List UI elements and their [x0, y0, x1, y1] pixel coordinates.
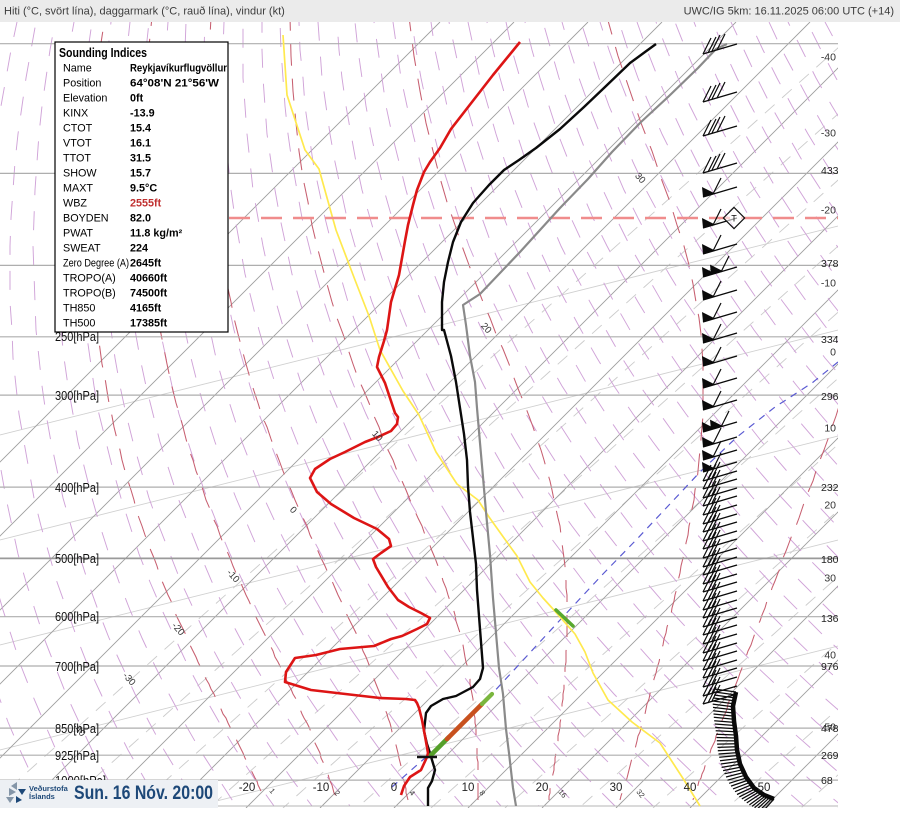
svg-text:Zero Degree (A): Zero Degree (A) [63, 258, 129, 270]
svg-text:SWEAT: SWEAT [63, 243, 101, 255]
svg-text:BOYDEN: BOYDEN [63, 213, 109, 225]
svg-text:UWC/IG 5km: 16.11.2025 06:00 U: UWC/IG 5km: 16.11.2025 06:00 UTC (+14) [684, 6, 894, 18]
svg-text:269: 269 [821, 750, 839, 762]
svg-text:500[hPa]: 500[hPa] [55, 552, 99, 566]
svg-text:10: 10 [824, 423, 836, 435]
svg-text:30: 30 [824, 573, 836, 585]
svg-text:WBZ: WBZ [63, 198, 87, 210]
svg-text:TTOT: TTOT [63, 153, 91, 165]
svg-text:Name: Name [63, 63, 92, 75]
svg-text:Position: Position [63, 78, 101, 90]
svg-text:TH500: TH500 [63, 318, 95, 330]
svg-text:15.4: 15.4 [130, 123, 151, 135]
svg-text:976: 976 [821, 661, 839, 673]
svg-text:9.5°C: 9.5°C [130, 183, 157, 195]
svg-text:68: 68 [821, 775, 833, 787]
svg-text:10: 10 [462, 782, 475, 794]
svg-text:Íslands: Íslands [29, 792, 55, 801]
svg-text:2555ft: 2555ft [130, 198, 162, 210]
svg-text:TROPO(A): TROPO(A) [63, 273, 116, 285]
svg-text:20: 20 [536, 782, 549, 794]
svg-text:-20: -20 [821, 205, 836, 217]
svg-text:VTOT: VTOT [63, 138, 92, 150]
svg-text:600[hPa]: 600[hPa] [55, 610, 99, 624]
svg-text:TH850: TH850 [63, 303, 95, 315]
svg-text:64°08'N 21°56'W: 64°08'N 21°56'W [130, 78, 220, 90]
svg-text:-40: -40 [821, 52, 836, 64]
svg-text:850[hPa]: 850[hPa] [55, 722, 99, 736]
svg-text:TROPO(B): TROPO(B) [63, 288, 116, 300]
svg-text:11.8 kg/m²: 11.8 kg/m² [130, 228, 183, 240]
svg-text:50: 50 [824, 722, 836, 734]
svg-text:KINX: KINX [63, 108, 88, 120]
svg-text:31.5: 31.5 [130, 153, 151, 165]
svg-text:-10: -10 [821, 278, 836, 290]
svg-text:Sounding Indices: Sounding Indices [59, 45, 147, 60]
svg-text:Elevation: Elevation [63, 93, 107, 105]
svg-text:224: 224 [130, 243, 148, 255]
svg-text:300[hPa]: 300[hPa] [55, 389, 99, 403]
svg-text:20: 20 [824, 500, 836, 512]
svg-text:700[hPa]: 700[hPa] [55, 660, 99, 674]
svg-text:4165ft: 4165ft [130, 303, 162, 315]
svg-text:MAXT: MAXT [63, 183, 93, 195]
svg-text:0ft: 0ft [130, 93, 144, 105]
svg-text:40: 40 [824, 650, 836, 662]
svg-text:SHOW: SHOW [63, 168, 97, 180]
svg-text:16.1: 16.1 [130, 138, 151, 150]
svg-text:-13.9: -13.9 [130, 108, 155, 120]
svg-text:40660ft: 40660ft [130, 273, 168, 285]
svg-text:-30: -30 [821, 128, 836, 140]
svg-text:CTOT: CTOT [63, 123, 93, 135]
svg-text:15.7: 15.7 [130, 168, 151, 180]
svg-text:PWAT: PWAT [63, 228, 93, 240]
svg-text:-20: -20 [239, 782, 256, 794]
svg-text:400[hPa]: 400[hPa] [55, 481, 99, 495]
svg-text:-10: -10 [313, 782, 330, 794]
svg-text:74500ft: 74500ft [130, 288, 168, 300]
svg-text:50: 50 [758, 782, 771, 794]
svg-text:Hiti (°C, svört lína), daggarm: Hiti (°C, svört lína), daggarmark (°C, r… [4, 6, 285, 18]
svg-text:30: 30 [610, 782, 623, 794]
svg-text:Reykjavíkurflugvöllur: Reykjavíkurflugvöllur [130, 63, 228, 75]
svg-text:17385ft: 17385ft [130, 318, 168, 330]
svg-text:0: 0 [830, 347, 836, 359]
svg-text:T: T [731, 214, 737, 224]
svg-text:82.0: 82.0 [130, 213, 151, 225]
svg-text:0: 0 [391, 782, 397, 794]
svg-text:40: 40 [684, 782, 697, 794]
svg-text:Sun. 16 Nóv. 20:00: Sun. 16 Nóv. 20:00 [74, 783, 213, 804]
svg-text:2645ft: 2645ft [130, 258, 162, 270]
svg-text:925[hPa]: 925[hPa] [55, 749, 99, 763]
